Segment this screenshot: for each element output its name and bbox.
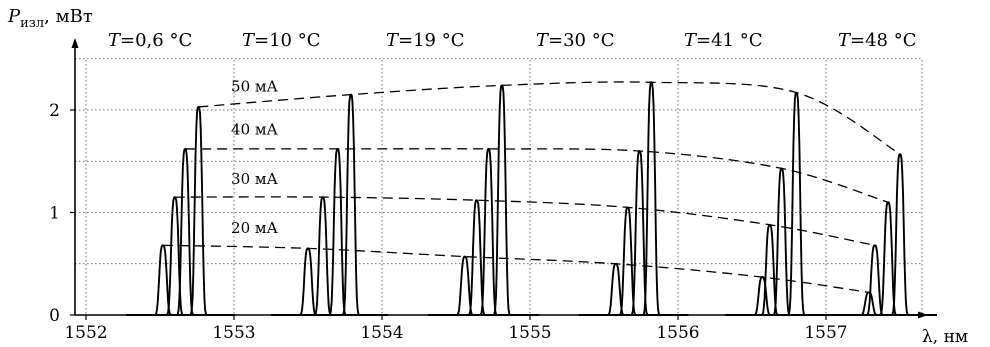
y-axis-arrow-icon <box>71 38 79 48</box>
y-axis-title-subscript: изл <box>20 16 44 31</box>
temperature-value: =48 °C <box>850 30 916 51</box>
y-tick-label: 1 <box>49 204 60 224</box>
x-tick-label: 1557 <box>804 323 847 343</box>
temperature-value: =41 °C <box>696 30 762 51</box>
envelope-30-мА <box>174 196 875 246</box>
temperature-label: T=48 °C <box>838 30 917 51</box>
temperature-label: T=0,6 °C <box>108 30 192 51</box>
current-label: 50 мА <box>231 78 279 96</box>
x-tick-label: 1552 <box>64 323 107 343</box>
current-label: 20 мА <box>231 219 279 237</box>
y-axis-title: Pизл, мВт <box>7 6 93 31</box>
grid <box>75 58 923 315</box>
y-tick-label: 0 <box>49 306 60 326</box>
y-axis-title-symbol: P <box>7 6 21 27</box>
spectral-peak <box>284 247 332 316</box>
x-axis-title: λ, нм <box>922 327 968 347</box>
temperature-label: T=41 °C <box>684 30 763 51</box>
current-label: 30 мА <box>231 170 279 188</box>
temperature-value: =10 °C <box>254 30 320 51</box>
temperature-symbol: T <box>386 30 400 51</box>
y-axis-title-unit: , мВт <box>44 6 93 27</box>
temperature-symbol: T <box>242 30 256 51</box>
temperature-value: =30 °C <box>548 30 614 51</box>
temperature-symbol: T <box>108 30 122 51</box>
x-tick-label: 1554 <box>360 323 403 343</box>
x-tick-label: 1555 <box>508 323 551 343</box>
envelope-50-мА <box>198 81 901 155</box>
temperature-label: T=30 °C <box>536 30 615 51</box>
x-tick-label: 1553 <box>212 323 255 343</box>
temperature-label: T=19 °C <box>386 30 465 51</box>
current-labels: 20 мА 30 мА 40 мА 50 мА <box>231 78 279 237</box>
temperature-symbol: T <box>684 30 698 51</box>
temperature-value: =19 °C <box>398 30 464 51</box>
x-tick-label: 1556 <box>656 323 699 343</box>
peaks <box>125 81 937 316</box>
envelope-40-мА <box>185 148 889 203</box>
temperature-labels: T=0,6 °C T=10 °C T=19 °C T=30 °C T=41 °C T=48… <box>108 30 917 51</box>
current-label: 40 мА <box>231 121 279 139</box>
envelope-20-мА <box>162 244 869 294</box>
spectral-peak <box>772 91 821 316</box>
tick-labels: 1552 1553 1554 1555 1556 1557 0 1 2 <box>49 101 847 343</box>
current-envelopes <box>162 81 901 294</box>
temperature-value: =0,6 °C <box>120 30 192 51</box>
temperature-symbol: T <box>536 30 550 51</box>
spectral-peak <box>738 276 787 316</box>
temperature-label: T=10 °C <box>242 30 321 51</box>
y-tick-label: 2 <box>49 101 60 121</box>
temperature-symbol: T <box>838 30 852 51</box>
